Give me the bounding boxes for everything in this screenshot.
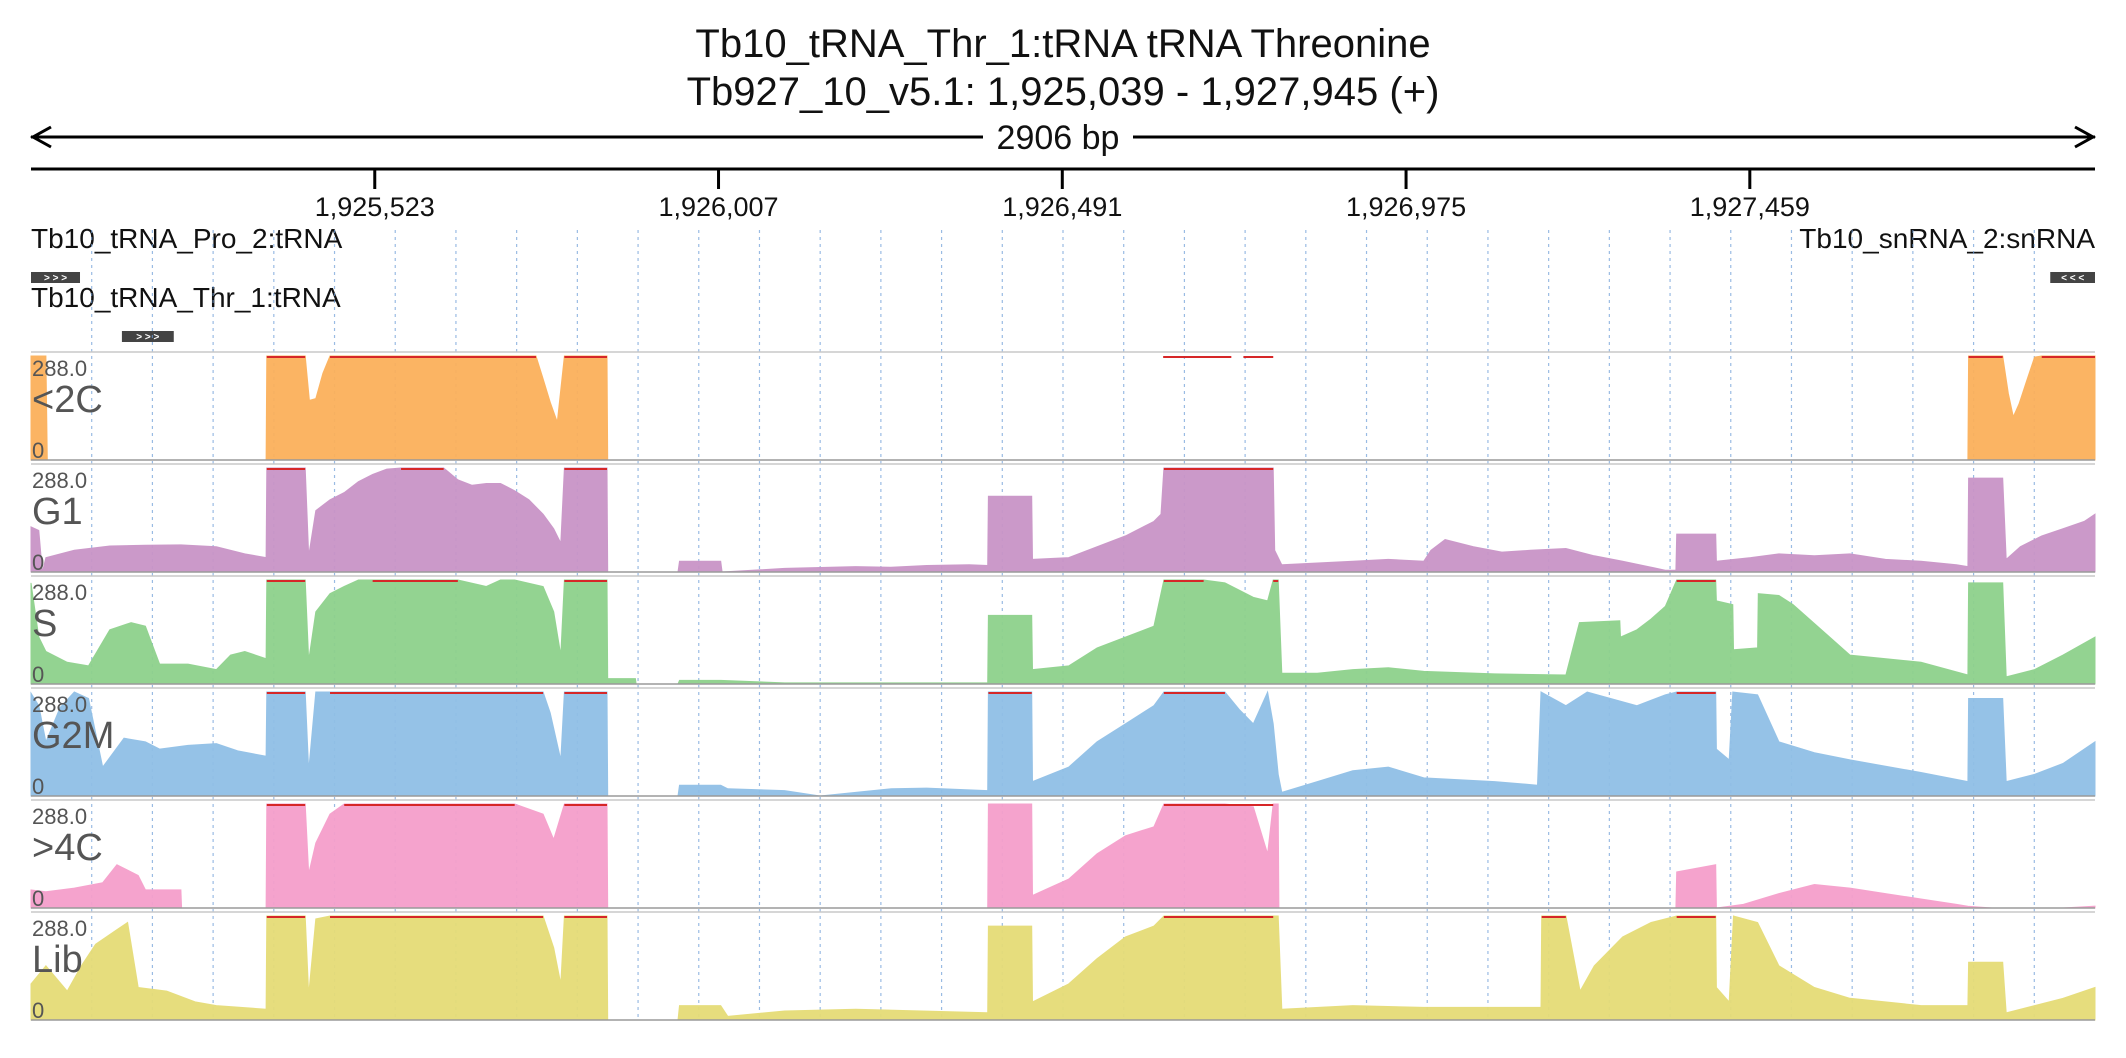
track-ymax-label: 288.0 bbox=[32, 916, 87, 941]
track-ymax-label: 288.0 bbox=[32, 580, 87, 605]
track-name-label[interactable]: S bbox=[32, 603, 57, 645]
track-ymin-label: 0 bbox=[32, 438, 44, 463]
feature-label[interactable]: Tb10_tRNA_Thr_1:tRNA bbox=[31, 282, 341, 313]
track-name-label[interactable]: Lib bbox=[32, 939, 83, 981]
track-ymin-label: 0 bbox=[32, 886, 44, 911]
feature-strand-arrows: > > > bbox=[44, 273, 67, 284]
track-name-label[interactable]: <2C bbox=[32, 379, 103, 421]
track-ymax-label: 288.0 bbox=[32, 356, 87, 381]
feature-glyph[interactable] bbox=[2050, 272, 2095, 283]
feature-strand-arrows: > > > bbox=[136, 332, 159, 343]
coverage-area-G2M[interactable] bbox=[30, 690, 2096, 797]
track-name-label[interactable]: >4C bbox=[32, 827, 103, 869]
span-arrow-right-head bbox=[2074, 125, 2097, 149]
coverage-area-Lib[interactable] bbox=[30, 915, 2096, 1021]
feature-strand-arrows: < < < bbox=[2061, 273, 2084, 284]
track-ymax-label: 288.0 bbox=[32, 468, 87, 493]
coverage-area-G1[interactable] bbox=[30, 467, 2096, 573]
span-label: 2906 bp bbox=[997, 119, 1120, 157]
ruler-tick-label: 1,926,975 bbox=[1346, 192, 1466, 222]
ruler-tick-label: 1,926,007 bbox=[658, 192, 778, 222]
ruler-tick-label: 1,925,523 bbox=[315, 192, 435, 222]
feature-label[interactable]: Tb10_snRNA_2:snRNA bbox=[1799, 223, 2095, 254]
track-ymin-label: 0 bbox=[32, 550, 44, 575]
coverage-area-S[interactable] bbox=[30, 579, 2096, 685]
span-arrow-left-head bbox=[29, 125, 52, 149]
locus-label: Tb927_10_v5.1: 1,925,039 - 1,927,945 (+) bbox=[686, 70, 1440, 114]
feature-glyph[interactable] bbox=[121, 331, 174, 342]
track-ymax-label: 288.0 bbox=[32, 804, 87, 829]
track-ymin-label: 0 bbox=[32, 998, 44, 1023]
track-name-label[interactable]: G2M bbox=[32, 715, 114, 757]
ruler-tick-label: 1,926,491 bbox=[1002, 192, 1122, 222]
feature-glyph[interactable] bbox=[31, 272, 81, 283]
ruler-tick-label: 1,927,459 bbox=[1690, 192, 1810, 222]
track-name-label[interactable]: G1 bbox=[32, 491, 83, 533]
track-ymin-label: 0 bbox=[32, 774, 44, 799]
feature-label[interactable]: Tb10_tRNA_Pro_2:tRNA bbox=[31, 223, 343, 254]
chart-title: Tb10_tRNA_Thr_1:tRNA tRNA Threonine bbox=[695, 22, 1431, 66]
track-ymin-label: 0 bbox=[32, 662, 44, 687]
track-ymax-label: 288.0 bbox=[32, 692, 87, 717]
coverage-area-<2C[interactable] bbox=[30, 355, 2096, 461]
